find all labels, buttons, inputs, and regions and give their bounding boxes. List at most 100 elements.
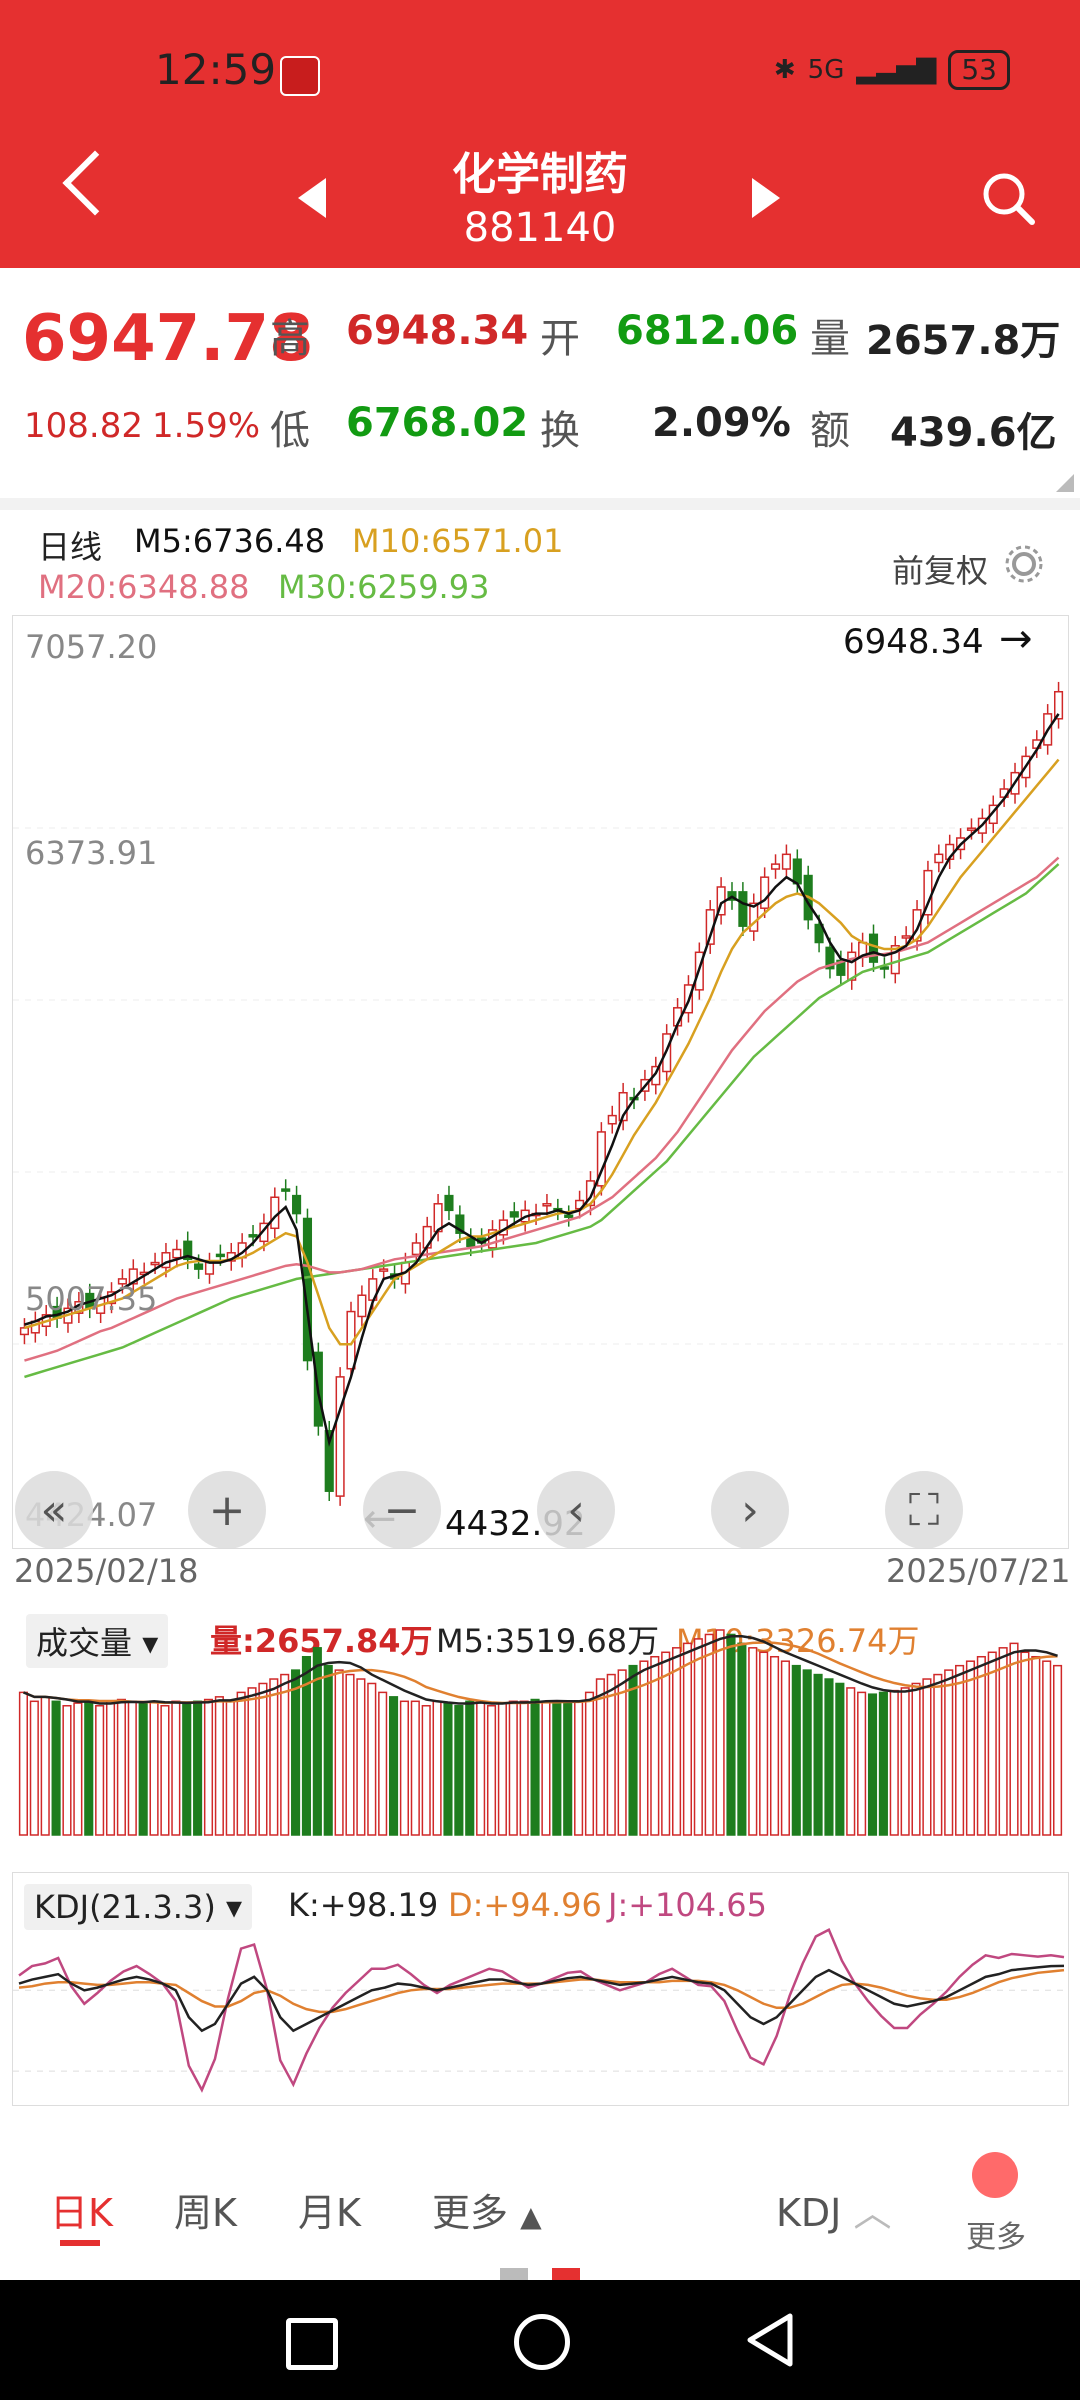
candle-body xyxy=(651,1065,661,1086)
volume-bar xyxy=(878,1691,888,1836)
volume-bar xyxy=(236,1691,246,1836)
volume-bar xyxy=(965,1660,976,1836)
tab-monthly-k[interactable]: 月K xyxy=(298,2191,361,2235)
volume-label: 量 xyxy=(810,316,850,362)
volume-svg xyxy=(18,1629,1063,1836)
volume-bar xyxy=(519,1700,529,1836)
volume-bar xyxy=(693,1638,703,1836)
kdj-indicator-selector[interactable]: KDJ(21.3.3) ▾ xyxy=(24,1884,253,1930)
stock-title: 化学制药 xyxy=(452,149,628,200)
tab-more-periods[interactable]: 更多 ▲ xyxy=(432,2182,542,2237)
date-end: 2025/07/21 xyxy=(886,1552,1071,1590)
volume-bar xyxy=(127,1700,137,1836)
settings-gear-icon[interactable] xyxy=(1004,544,1044,584)
volume-bar xyxy=(835,1682,845,1836)
volume-bar xyxy=(574,1700,584,1836)
candle-body xyxy=(966,827,977,831)
expand-corner-icon[interactable] xyxy=(1056,474,1074,492)
scroll-start-button[interactable]: « xyxy=(15,1471,93,1549)
volume-bar xyxy=(889,1689,899,1836)
zoom-in-button[interactable]: + xyxy=(188,1471,266,1549)
volume-bar xyxy=(1052,1664,1063,1836)
turnover-value: 2.09% xyxy=(652,400,791,446)
high-arrow-icon: → xyxy=(999,616,1033,662)
candle-body xyxy=(444,1194,454,1212)
system-nav-bar xyxy=(0,2280,1080,2400)
volume-bar xyxy=(933,1673,943,1836)
tab-weekly-k[interactable]: 周K xyxy=(174,2191,237,2235)
candle-body xyxy=(128,1268,138,1285)
candle-body xyxy=(901,935,911,939)
volume-bar xyxy=(639,1660,649,1836)
candle-body xyxy=(270,1196,280,1230)
volume-bar xyxy=(1042,1660,1052,1836)
volume-bar xyxy=(769,1655,780,1836)
signal-icon: ▂▃▅▇ xyxy=(856,55,937,85)
kdj-j-line xyxy=(18,1928,1065,2093)
volume-m5: M5:3519.68万 xyxy=(436,1622,660,1660)
more-menu-label[interactable]: 更多 xyxy=(966,2220,1026,2255)
volume-bar xyxy=(1009,1642,1019,1836)
period-label: 日线 xyxy=(38,528,103,566)
chevron-up-icon: ︿ xyxy=(853,2191,892,2235)
volume-bar xyxy=(432,1700,442,1836)
next-stock-icon[interactable] xyxy=(752,178,780,218)
volume-bar xyxy=(323,1664,333,1836)
candle-body xyxy=(868,933,879,963)
volume-indicator-selector[interactable]: 成交量 ▾ xyxy=(26,1614,169,1668)
volume-bar xyxy=(40,1696,50,1836)
zoom-out-button[interactable]: − xyxy=(363,1471,441,1549)
adjust-mode[interactable]: 前复权 xyxy=(892,552,989,590)
candle-body xyxy=(890,945,900,975)
candle-body xyxy=(509,1211,519,1218)
volume-bar xyxy=(595,1678,605,1836)
more-menu-icon[interactable] xyxy=(972,2152,1018,2198)
candle-body xyxy=(259,1222,269,1243)
scroll-left-button[interactable]: ‹ xyxy=(537,1471,615,1549)
scroll-right-button[interactable]: › xyxy=(711,1471,789,1549)
search-icon[interactable] xyxy=(980,170,1036,226)
candlestick-chart[interactable]: 7057.20 6373.91 5007.35 4424.07 6948.34 … xyxy=(12,615,1069,1549)
volume-bar xyxy=(541,1700,551,1836)
volume-bar xyxy=(149,1700,159,1836)
stock-code: 881140 xyxy=(463,205,617,251)
candle-body xyxy=(281,1188,291,1192)
volume-bar xyxy=(715,1629,725,1836)
price-change: 108.82 xyxy=(24,406,143,446)
date-start: 2025/02/18 xyxy=(14,1552,199,1590)
candle-body xyxy=(466,1237,476,1247)
fullscreen-button[interactable]: ⛶ xyxy=(885,1471,963,1549)
home-icon[interactable] xyxy=(514,2314,570,2370)
volume-value: 2657.8万 xyxy=(866,318,1061,364)
volume-bar xyxy=(802,1669,812,1836)
low-label: 低 xyxy=(270,408,310,454)
recent-apps-icon[interactable] xyxy=(286,2318,338,2370)
low-value: 6768.02 xyxy=(346,400,529,446)
volume-selector-label: 成交量 xyxy=(36,1624,133,1662)
back-icon[interactable] xyxy=(62,150,128,216)
volume-chart[interactable] xyxy=(12,1600,1067,1840)
candle-body xyxy=(204,1261,215,1275)
volume-bar xyxy=(62,1705,72,1836)
ma5-label: M5:6736.48 xyxy=(134,522,326,560)
kdj-svg xyxy=(13,1928,1068,2093)
candle-body xyxy=(781,853,791,870)
candle-body xyxy=(357,1294,367,1318)
ma30-line xyxy=(24,863,1060,1379)
tab-daily-k[interactable]: 日K xyxy=(50,2191,113,2235)
candle-body xyxy=(1053,690,1064,720)
back-nav-icon[interactable] xyxy=(742,2310,798,2370)
amount-value: 439.6亿 xyxy=(890,410,1057,456)
volume-bar xyxy=(367,1682,377,1836)
kdj-chart[interactable] xyxy=(12,1872,1069,2106)
candle-body xyxy=(770,863,781,870)
app-header: 12:59 ✱ 5G ▂▃▅▇ 53 化学制药 881140 xyxy=(0,0,1080,268)
previous-stock-icon[interactable] xyxy=(298,178,326,218)
candle-body xyxy=(934,853,944,864)
indicator-switch[interactable]: KDJ ︿ xyxy=(776,2182,892,2237)
volume-bar xyxy=(160,1705,170,1836)
volume-bar xyxy=(410,1700,420,1836)
app-notification-icon xyxy=(280,56,320,96)
high-label: 高 xyxy=(270,316,310,362)
volume-bar xyxy=(759,1651,769,1836)
